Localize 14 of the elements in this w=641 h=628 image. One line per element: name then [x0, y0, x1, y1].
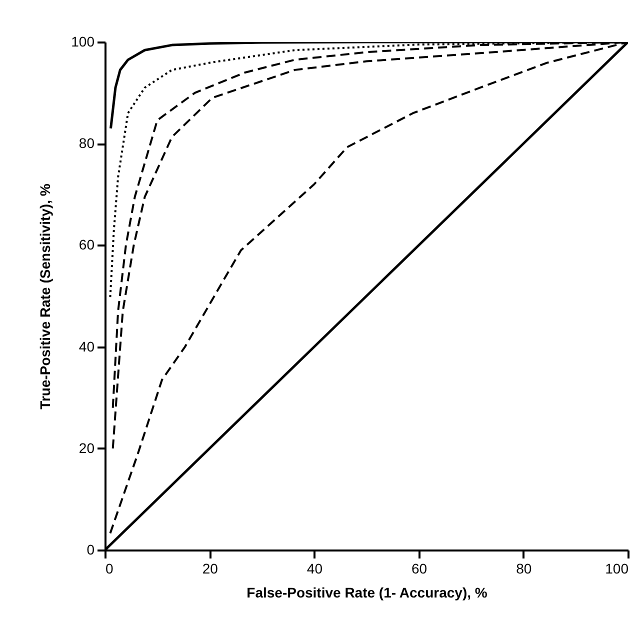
- x-tick-label: 20: [202, 560, 218, 576]
- y-tick-label: 60: [78, 236, 95, 253]
- y-tick-label: 100: [71, 34, 95, 50]
- y-tick-label: 20: [78, 440, 95, 456]
- x-axis-title: False-Positive Rate (1- Accuracy), %: [246, 584, 488, 600]
- y-tick-label: 40: [78, 338, 95, 354]
- y-tick-label: 0: [86, 542, 95, 558]
- x-tick-label: 40: [306, 560, 323, 576]
- x-tick-label: 100: [605, 560, 629, 576]
- x-tick-label: 0: [106, 560, 114, 576]
- x-tick-label: 80: [516, 560, 532, 576]
- y-tick-label: 80: [78, 135, 95, 152]
- x-tick-label: 60: [412, 560, 428, 576]
- y-axis-title: True-Positive Rate (Sensitivity), %: [37, 183, 54, 410]
